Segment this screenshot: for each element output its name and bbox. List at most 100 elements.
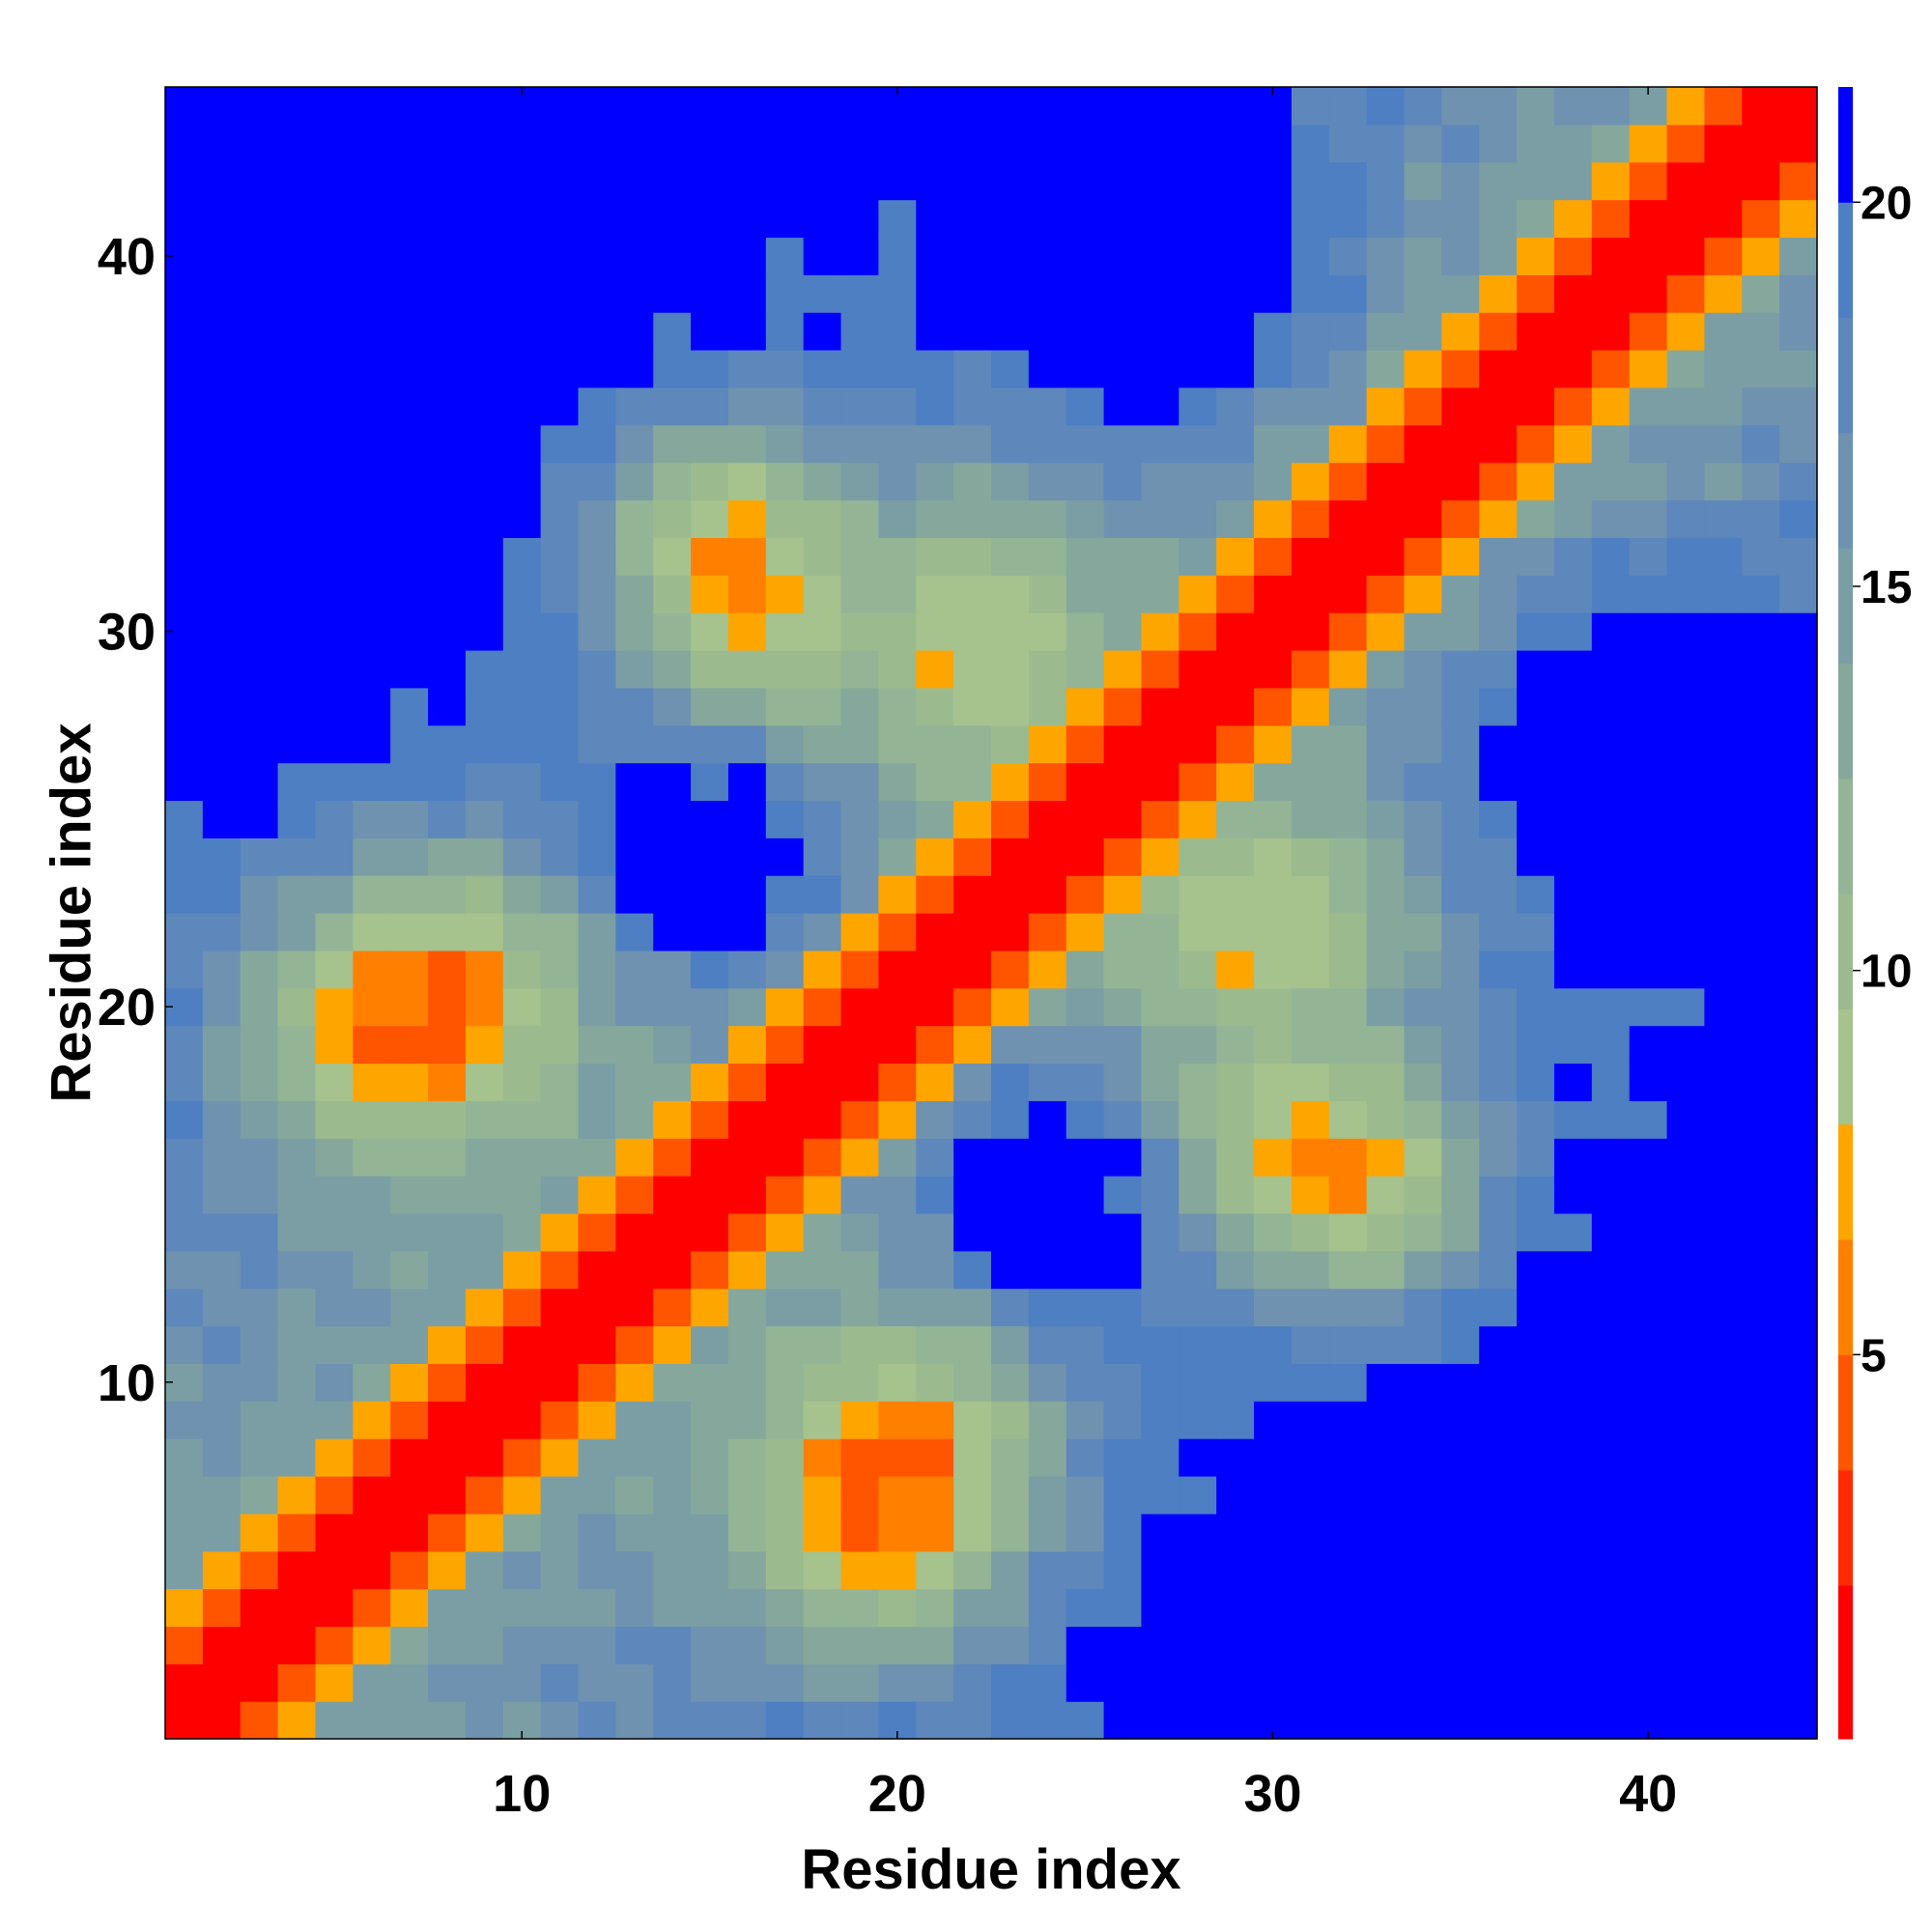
heatmap-cell (1479, 575, 1518, 613)
heatmap-cell (1254, 687, 1293, 726)
heatmap-cell (1629, 312, 1668, 351)
heatmap-cell (691, 762, 729, 802)
heatmap-cell (428, 386, 467, 426)
heatmap-cell (1404, 161, 1442, 201)
heatmap-cell (390, 1250, 429, 1290)
heatmap-cell (1179, 913, 1217, 952)
heatmap-cell (953, 1550, 992, 1590)
heatmap-cell (1779, 1176, 1818, 1214)
heatmap-cell (1216, 312, 1255, 351)
heatmap-cell (1404, 1250, 1442, 1290)
heatmap-cell (653, 1475, 692, 1515)
heatmap-cell (428, 649, 467, 689)
heatmap-cell (1065, 1401, 1105, 1439)
heatmap-cell (1591, 1588, 1631, 1628)
heatmap-cell (1553, 875, 1593, 914)
heatmap-cell (840, 838, 880, 876)
heatmap-cell (202, 1438, 242, 1477)
heatmap-cell (1254, 1588, 1293, 1628)
heatmap-cell (691, 161, 729, 201)
heatmap-cell (1742, 1176, 1780, 1214)
heatmap-cell (165, 762, 204, 802)
heatmap-cell (1553, 350, 1593, 388)
heatmap-cell (765, 913, 805, 952)
heatmap-cell (1328, 161, 1368, 201)
heatmap-cell (1517, 1438, 1555, 1477)
heatmap-cell (353, 1325, 391, 1364)
heatmap-cell (540, 1401, 580, 1439)
heatmap-cell (1591, 838, 1631, 876)
heatmap-cell (653, 1025, 692, 1065)
heatmap-cell (991, 1363, 1030, 1402)
heatmap-cell (653, 462, 692, 501)
heatmap-cell (465, 1138, 504, 1177)
heatmap-cell (878, 762, 917, 802)
heatmap-cell (1103, 1288, 1143, 1327)
heatmap-cell (1666, 386, 1706, 426)
heatmap-cell (1591, 1401, 1631, 1439)
heatmap-cell (1779, 724, 1818, 764)
heatmap-cell (653, 1588, 692, 1628)
heatmap-cell (1553, 800, 1593, 838)
heatmap-cell (691, 1025, 729, 1065)
heatmap-cell (428, 350, 467, 388)
heatmap-cell (1629, 875, 1668, 914)
heatmap-cell (1517, 950, 1555, 989)
heatmap-cell (165, 875, 204, 914)
heatmap-cell (1141, 1288, 1179, 1327)
heatmap-cell (1591, 875, 1631, 914)
heatmap-cell (840, 1288, 880, 1327)
heatmap-cell (1179, 1363, 1217, 1402)
heatmap-cell (953, 161, 992, 201)
x-axis-ticks: 10 20 30 40 (493, 87, 1677, 1823)
heatmap-cell (1704, 950, 1743, 989)
heatmap-cell (1141, 1138, 1179, 1177)
heatmap-cell (202, 800, 242, 838)
heatmap-cell (240, 350, 279, 388)
heatmap-cell (727, 386, 767, 426)
heatmap-cell (1028, 350, 1067, 388)
heatmap-cell (315, 1701, 354, 1740)
heatmap-cell (803, 1588, 842, 1628)
heatmap-cell (1742, 161, 1780, 201)
heatmap-cell (1366, 1325, 1406, 1364)
heatmap-cell (1629, 1588, 1668, 1628)
heatmap-cell (840, 1025, 880, 1065)
heatmap-cell (277, 1288, 317, 1327)
heatmap-cell (727, 274, 767, 313)
heatmap-cell (1742, 1550, 1780, 1590)
heatmap-cell (390, 1588, 429, 1628)
heatmap-cell (1028, 1701, 1067, 1740)
heatmap-cell (803, 838, 842, 876)
heatmap-cell (991, 350, 1030, 388)
heatmap-cell (1779, 1363, 1818, 1402)
heatmap-cell (240, 1325, 279, 1364)
heatmap-cell (1704, 800, 1743, 838)
heatmap-cell (428, 987, 467, 1027)
x-axis-title: Residue index (801, 1838, 1180, 1901)
heatmap-cell (1404, 1063, 1442, 1101)
heatmap-cell (1179, 1138, 1217, 1177)
heatmap-cell (165, 649, 204, 689)
heatmap-cell (1704, 1550, 1743, 1590)
heatmap-cell (615, 499, 654, 538)
heatmap-cell (578, 1550, 616, 1590)
heatmap-cell (353, 838, 391, 876)
heatmap-cell (390, 1401, 429, 1439)
heatmap-cell (840, 274, 880, 313)
heatmap-cell (540, 762, 580, 802)
heatmap-cell (465, 1401, 504, 1439)
heatmap-cell (240, 1288, 279, 1327)
heatmap-cell (1141, 612, 1179, 651)
heatmap-cell (1666, 687, 1706, 726)
heatmap-cell (803, 649, 842, 689)
heatmap-cell (840, 1176, 880, 1214)
heatmap-cell (1591, 1176, 1631, 1214)
heatmap-cell (277, 1025, 317, 1065)
heatmap-cell (240, 987, 279, 1027)
heatmap-cell (1517, 1250, 1555, 1290)
heatmap-cell (1065, 1176, 1105, 1214)
heatmap-cell (390, 612, 429, 651)
heatmap-cell (1328, 1663, 1368, 1702)
heatmap-cell (1742, 124, 1780, 163)
